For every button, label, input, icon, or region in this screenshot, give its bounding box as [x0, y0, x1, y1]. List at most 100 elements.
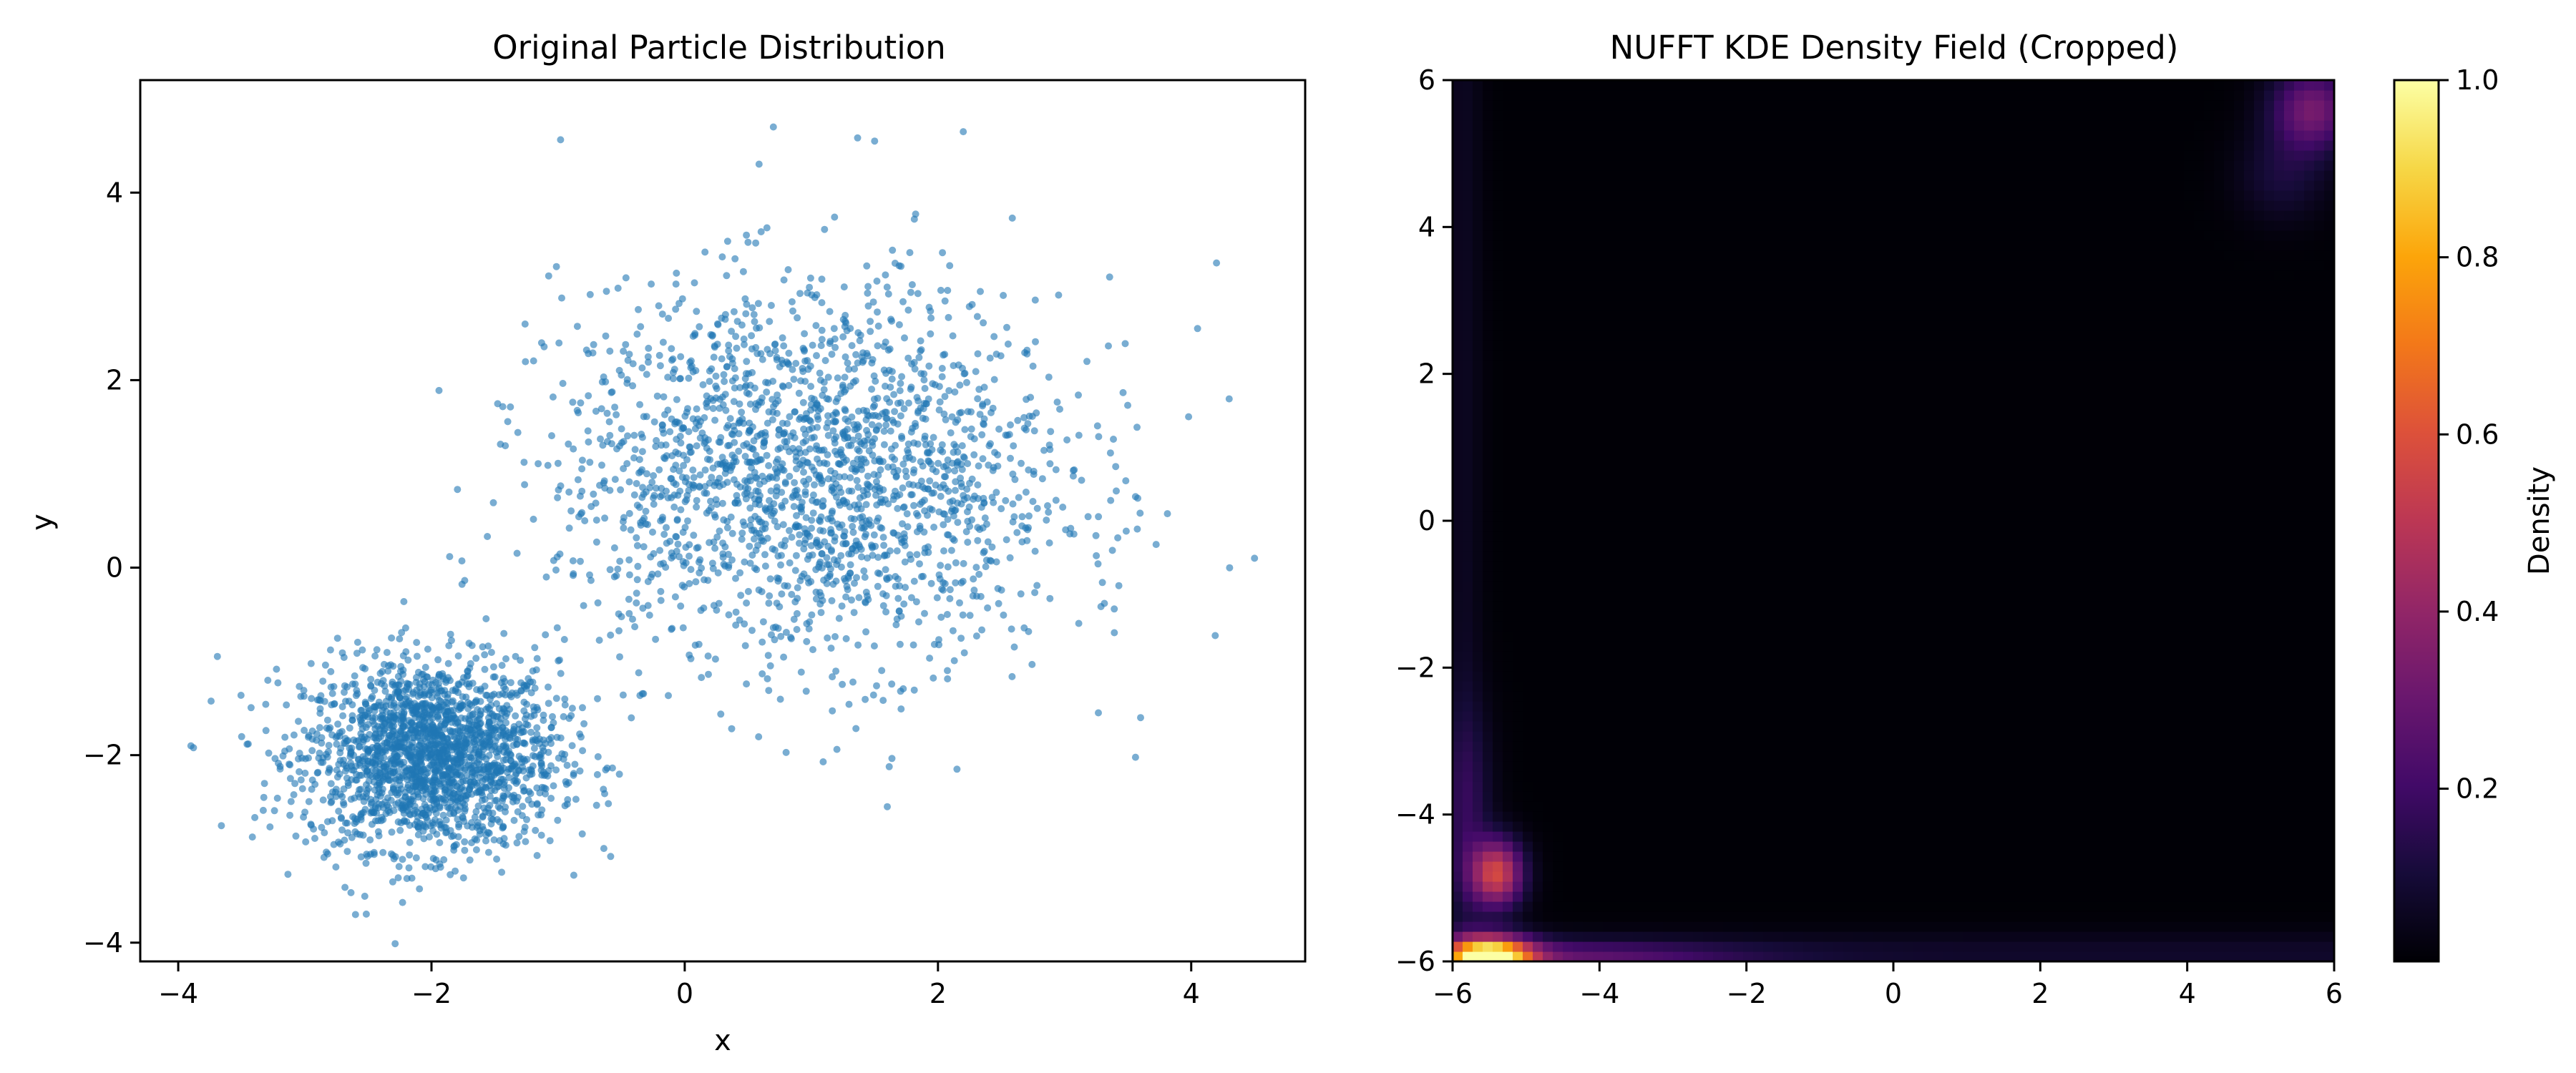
heatmap-cell: [1723, 901, 1734, 912]
scatter-point: [902, 468, 909, 475]
heatmap-cell: [2164, 891, 2175, 902]
scatter-point: [764, 675, 771, 682]
scatter-point: [553, 695, 560, 702]
scatter-point: [620, 692, 627, 699]
heatmap-cell: [1653, 891, 1664, 902]
scatter-point: [701, 248, 708, 255]
heatmap-cell: [2044, 931, 2054, 942]
scatter-point: [238, 733, 245, 740]
scatter-point: [506, 706, 513, 713]
scatter-point: [677, 602, 684, 609]
scatter-point: [492, 673, 499, 680]
scatter-point: [898, 373, 905, 381]
scatter-point: [853, 466, 860, 474]
heatmap-cell: [1773, 921, 1784, 932]
scatter-point: [802, 481, 809, 488]
heatmap-cell: [2074, 891, 2084, 902]
heatmap-cell: [1783, 951, 1794, 962]
heatmap-cell: [1583, 871, 1594, 882]
scatter-point: [650, 501, 658, 508]
scatter-point: [372, 767, 379, 774]
heatmap-cell: [1473, 951, 1483, 962]
scatter-point: [406, 864, 413, 871]
heatmap-cell: [1893, 921, 1904, 932]
heatmap-cell: [2304, 891, 2315, 902]
heatmap-cell: [2214, 891, 2225, 902]
scatter-point: [1105, 343, 1112, 350]
scatter-point: [978, 431, 985, 438]
scatter-point: [975, 462, 982, 469]
heatmap-cell: [1483, 931, 1493, 942]
scatter-point: [401, 735, 409, 742]
scatter-point: [819, 299, 826, 306]
scatter-point: [907, 249, 914, 256]
scatter-point: [564, 762, 571, 769]
heatmap-cell: [1643, 951, 1654, 962]
scatter-point: [465, 754, 472, 761]
heatmap-cell: [2324, 931, 2335, 942]
scatter-point: [748, 552, 756, 559]
scatter-point: [601, 790, 608, 798]
scatter-point: [492, 797, 499, 804]
scatter-point: [468, 839, 475, 846]
scatter-point: [1043, 516, 1050, 524]
scatter-point: [907, 386, 914, 393]
scatter-point: [578, 465, 585, 472]
scatter-point: [961, 650, 968, 657]
heatmap-cell: [1803, 901, 1814, 912]
scatter-point: [914, 290, 922, 297]
scatter-point: [379, 800, 386, 808]
scatter-point: [670, 479, 677, 486]
scatter-point: [417, 756, 424, 763]
heatmap-cell: [1763, 871, 1774, 882]
scatter-point: [806, 446, 814, 453]
heatmap-cell: [1453, 951, 1463, 962]
scatter-point: [607, 566, 614, 573]
scatter-point: [311, 781, 318, 788]
heatmap-cell: [1974, 871, 1984, 882]
heatmap-cell: [2074, 901, 2084, 912]
scatter-point: [522, 320, 529, 328]
scatter-point: [371, 778, 378, 785]
scatter-point: [862, 533, 869, 540]
heatmap-cell: [1823, 951, 1834, 962]
heatmap-cell: [1513, 931, 1523, 942]
heatmap-cell: [1733, 891, 1744, 902]
heatmap-cell: [2244, 941, 2255, 952]
scatter-point: [1116, 582, 1123, 589]
scatter-point: [631, 491, 638, 499]
scatter-point: [1046, 460, 1053, 467]
heatmap-cell: [1853, 921, 1864, 932]
heatmap-cell: [1493, 901, 1503, 912]
scatter-point: [458, 732, 465, 739]
heatmap-cell: [1513, 881, 1523, 892]
heatmap-cell: [1643, 881, 1654, 892]
scatter-point: [860, 567, 867, 574]
heatmap-cell: [2304, 921, 2315, 932]
heatmap-cell: [1503, 921, 1513, 932]
scatter-point: [601, 514, 608, 521]
heatmap-cell: [1553, 851, 1563, 862]
scatter-point: [690, 368, 697, 376]
scatter-point: [530, 358, 537, 365]
scatter-point: [863, 263, 870, 270]
heatmap-cell: [1803, 941, 1814, 952]
scatter-point: [940, 547, 947, 554]
heatmap-cell: [1843, 891, 1854, 902]
heatmap-cell: [1693, 891, 1704, 902]
heatmap-cell: [2084, 941, 2094, 952]
scatter-point: [686, 553, 693, 560]
scatter-point: [595, 599, 602, 607]
scatter-point: [581, 517, 588, 524]
scatter-point: [308, 747, 316, 754]
scatter-point: [991, 449, 998, 456]
scatter-point: [1010, 513, 1018, 520]
scatter-point: [603, 288, 610, 295]
scatter-point: [1095, 710, 1102, 717]
heatmap-cell: [1543, 941, 1553, 952]
scatter-point: [831, 448, 839, 455]
scatter-point: [546, 736, 553, 743]
scatter-point: [352, 911, 359, 918]
scatter-point: [720, 554, 727, 561]
scatter-point: [956, 381, 963, 388]
